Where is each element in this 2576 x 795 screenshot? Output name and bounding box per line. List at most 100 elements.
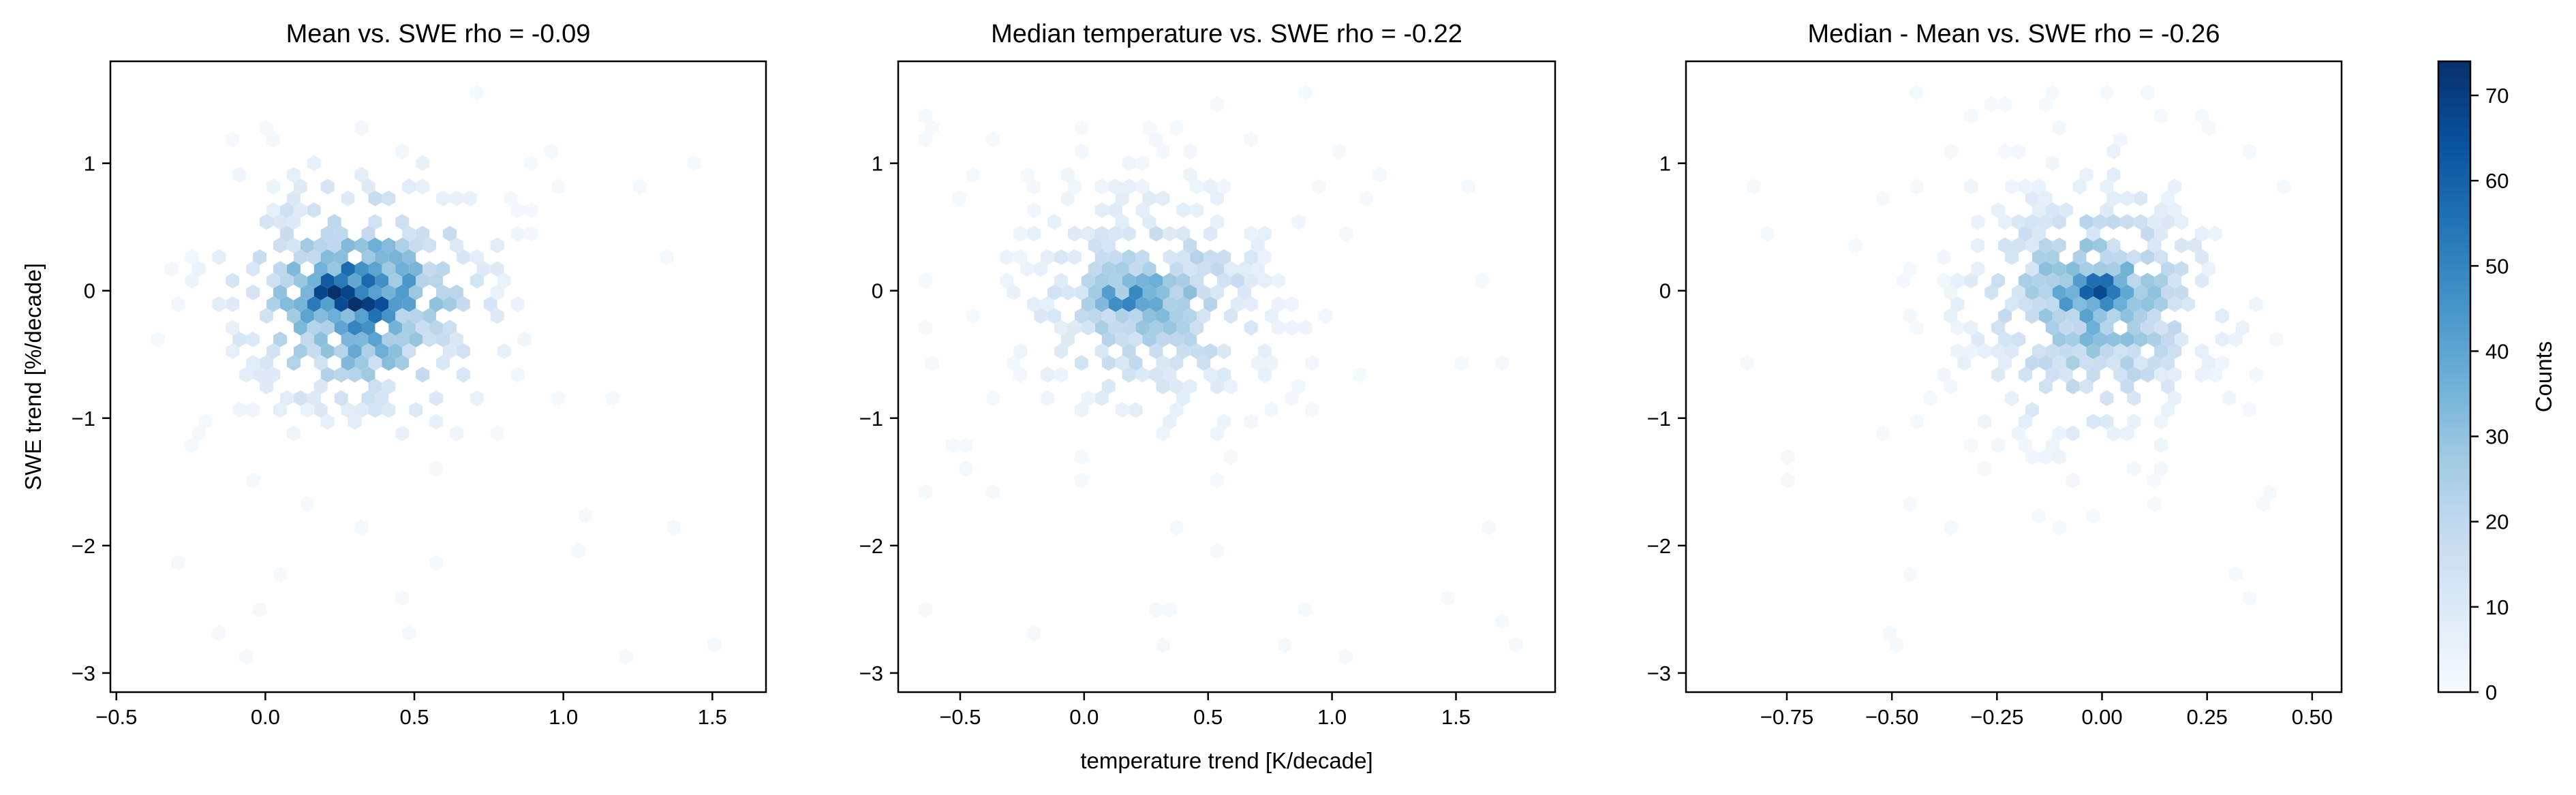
- hex-bin: [260, 120, 273, 136]
- hex-bin: [2141, 319, 2155, 336]
- hex-bin: [2012, 237, 2025, 253]
- hex-bin: [2106, 355, 2121, 371]
- hex-bin: [2100, 296, 2114, 312]
- hex-bin: [273, 402, 287, 418]
- hex-bin: [2005, 249, 2019, 265]
- hex-bin: [320, 414, 335, 430]
- hex-bin: [2066, 261, 2080, 277]
- hex-bin: [510, 225, 525, 242]
- hex-bin: [2194, 272, 2209, 289]
- hex-bin: [1183, 261, 1197, 277]
- hex-bin: [307, 296, 321, 312]
- hex-bin: [2019, 437, 2032, 453]
- hex-bin: [579, 508, 593, 524]
- hex-bin: [2256, 496, 2270, 512]
- hex-bin: [2168, 202, 2181, 218]
- hex-bin: [1149, 319, 1163, 336]
- x-tick-label: −0.5: [95, 705, 137, 729]
- hex-bin: [1027, 178, 1041, 195]
- hex-bin: [1013, 343, 1028, 359]
- hex-bin: [423, 261, 436, 277]
- hex-bin: [1169, 284, 1184, 300]
- y-axis: 1 0 −1 −2 −3: [859, 152, 898, 685]
- x-tick-label: −0.5: [939, 705, 981, 729]
- hex-bin: [1081, 319, 1095, 336]
- hex-bin: [320, 178, 335, 195]
- hex-bin: [545, 143, 559, 159]
- hex-bin: [260, 355, 273, 371]
- hex-bin: [2201, 120, 2215, 136]
- hex-bin: [1176, 225, 1191, 242]
- hex-bin: [2100, 343, 2114, 359]
- hex-bin: [524, 225, 538, 242]
- hex-bin: [2194, 367, 2209, 383]
- hex-bin: [2045, 367, 2059, 383]
- hex-bin: [2127, 390, 2141, 406]
- hex-bin: [1074, 284, 1088, 300]
- hex-bin: [286, 214, 301, 230]
- plot-frame: [897, 60, 1557, 693]
- hex-bin: [1971, 261, 1985, 277]
- hex-bin: [707, 637, 722, 653]
- hex-bin: [470, 249, 484, 265]
- hex-bin: [1190, 249, 1204, 265]
- hex-bin: [2147, 472, 2162, 488]
- hex-bin: [1441, 590, 1455, 606]
- y-tick-label: 0: [84, 279, 95, 303]
- hex-bin: [1149, 296, 1163, 312]
- hex-bin: [2154, 367, 2168, 383]
- hex-bin: [2141, 249, 2155, 265]
- hex-bin: [246, 472, 260, 488]
- hex-bin: [354, 167, 369, 183]
- hex-bin: [2093, 261, 2107, 277]
- hex-bin: [2106, 308, 2121, 324]
- hex-bin: [354, 237, 369, 253]
- hex-bin: [375, 249, 389, 265]
- hex-bin: [2093, 308, 2107, 324]
- hex-bin: [300, 237, 314, 253]
- y-tick-label: −2: [1647, 534, 1671, 558]
- hex-bin: [1183, 167, 1197, 183]
- hex-bin: [1094, 225, 1109, 242]
- x-tick-label: 0.50: [2292, 705, 2333, 729]
- hex-bin: [1081, 390, 1095, 406]
- hex-bin: [2066, 355, 2080, 371]
- hex-bin: [1074, 355, 1088, 371]
- hex-bin: [280, 202, 294, 218]
- hex-bin: [2194, 249, 2209, 265]
- hex-bin: [1278, 637, 1292, 653]
- hex-bin: [185, 272, 199, 289]
- hex-bin: [1115, 331, 1129, 347]
- hex-bin: [266, 272, 280, 289]
- hex-bin: [1129, 331, 1143, 347]
- hex-bin: [1285, 319, 1299, 336]
- hex-bin: [388, 319, 403, 336]
- hex-bin: [2168, 178, 2181, 195]
- hex-bin: [1944, 143, 1958, 159]
- hex-bin: [2031, 343, 2046, 359]
- hex-bin: [2127, 367, 2141, 383]
- hex-bin: [2120, 190, 2134, 206]
- hex-bin: [1998, 143, 2012, 159]
- hex-bin: [1210, 284, 1224, 300]
- hex-bin: [1964, 343, 1978, 359]
- hex-bin: [2154, 461, 2168, 477]
- hex-bin: [2106, 237, 2121, 253]
- hex-bin: [232, 402, 247, 418]
- hex-bin: [1285, 296, 1299, 312]
- hex-bin: [470, 84, 484, 101]
- hex-bin: [334, 225, 348, 242]
- hex-bin: [1998, 355, 2012, 371]
- panel-median-minus-mean: Median - Mean vs. SWE rho = -0.26 −0.75−…: [1647, 20, 2343, 729]
- hex-bin: [232, 331, 247, 347]
- hex-bin: [388, 249, 403, 265]
- hex-bin: [1169, 120, 1184, 136]
- hex-bin: [320, 272, 335, 289]
- colorbar-tick-label: 60: [2485, 169, 2509, 193]
- hex-bin: [2086, 343, 2100, 359]
- hex-bin: [1122, 343, 1136, 359]
- hex-bin: [436, 284, 450, 300]
- hex-bin: [2154, 343, 2168, 359]
- hex-bin: [1034, 261, 1048, 277]
- hex-bin: [1122, 272, 1136, 289]
